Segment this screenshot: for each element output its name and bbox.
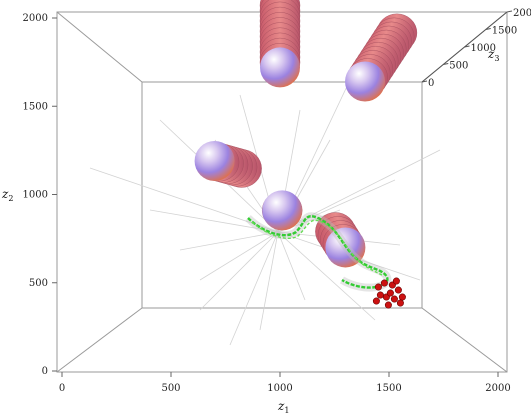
ray-line (89, 167, 279, 233)
y-tick-label: 500 (29, 278, 48, 289)
start-point (380, 279, 388, 287)
ray-line (199, 231, 279, 281)
y-tick-label: 2000 (23, 13, 48, 24)
z3-tick-mark (443, 63, 449, 65)
start-point (386, 289, 394, 297)
ray-line (149, 209, 279, 233)
z3-tick-mark (506, 10, 513, 13)
start-points (372, 277, 406, 309)
obstacle-tube (194, 140, 262, 188)
x-tick-label: 2000 (485, 383, 510, 394)
ray-line (229, 231, 279, 346)
z3-tick-label: 1500 (492, 26, 517, 37)
ray-line (259, 231, 279, 331)
start-point (398, 293, 406, 301)
start-point (376, 291, 384, 299)
y-axis: 0 500 1000 1500 2000 z2 (1, 13, 57, 377)
z3-tick-mark (421, 80, 428, 83)
start-point (372, 297, 380, 305)
obstacle-sphere (194, 140, 235, 181)
x-tick-label: 500 (161, 383, 180, 394)
box-edge-tl (56, 11, 143, 83)
y-tick-label: 0 (42, 366, 48, 377)
start-point (394, 286, 402, 294)
y-tick-label: 1000 (23, 190, 48, 201)
z3-tick-mark (464, 45, 470, 48)
start-point (392, 277, 400, 285)
ray-line (277, 179, 396, 233)
x-tick-label: 1500 (376, 383, 401, 394)
z3-axis-title: z3 (487, 47, 499, 63)
z3-tick-label: 1000 (471, 43, 496, 54)
z3-tick-mark (485, 28, 491, 30)
ray-line (277, 231, 376, 321)
trajectory-path-2 (251, 219, 385, 277)
obstacle-sphere (262, 190, 303, 231)
box-edge-bl (56, 307, 143, 373)
ray-line (277, 231, 306, 301)
x-tick-label: 1000 (267, 383, 292, 394)
z3-tick-label: 500 (449, 61, 468, 72)
z3-tick-label: 0 (428, 78, 434, 89)
x-tick-label: 0 (59, 383, 65, 394)
x-axis: 0 500 1000 1500 2000 z1 (59, 372, 511, 415)
ray-line (179, 231, 279, 251)
start-point (396, 299, 404, 307)
y-tick-label: 1500 (23, 101, 48, 112)
obstacle-tube (345, 13, 418, 102)
obstacle-tube (259, 0, 301, 88)
obstacle-sphere (260, 47, 300, 88)
obstacle-tube (261, 190, 303, 231)
start-point (384, 301, 392, 309)
y-axis-title: z2 (1, 187, 13, 203)
start-point (390, 295, 398, 303)
box-edge-br (421, 307, 508, 373)
obstacle-sphere (345, 61, 386, 102)
z3-tick-label: 2000 (513, 8, 531, 19)
x-axis-title: z1 (277, 399, 289, 415)
ray-line (199, 231, 279, 311)
start-point (374, 283, 382, 291)
